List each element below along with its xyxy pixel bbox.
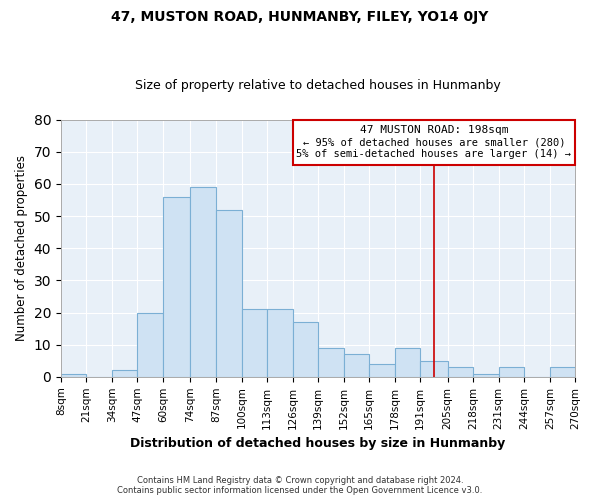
Bar — [293, 322, 318, 377]
Text: Contains HM Land Registry data © Crown copyright and database right 2024.
Contai: Contains HM Land Registry data © Crown c… — [118, 476, 482, 495]
Y-axis label: Number of detached properties: Number of detached properties — [15, 155, 28, 341]
Bar — [61, 374, 86, 377]
Bar — [112, 370, 137, 377]
Bar — [216, 210, 242, 377]
Bar — [420, 360, 448, 377]
Bar — [242, 310, 267, 377]
Title: Size of property relative to detached houses in Hunmanby: Size of property relative to detached ho… — [135, 79, 501, 92]
Bar — [499, 367, 524, 377]
Bar — [137, 312, 163, 377]
Bar — [550, 367, 575, 377]
Text: ← 95% of detached houses are smaller (280): ← 95% of detached houses are smaller (28… — [302, 137, 565, 147]
Text: 5% of semi-detached houses are larger (14) →: 5% of semi-detached houses are larger (1… — [296, 149, 571, 159]
Text: 47, MUSTON ROAD, HUNMANBY, FILEY, YO14 0JY: 47, MUSTON ROAD, HUNMANBY, FILEY, YO14 0… — [112, 10, 488, 24]
Bar — [473, 374, 499, 377]
Bar — [448, 367, 473, 377]
Bar — [267, 310, 293, 377]
Text: 47 MUSTON ROAD: 198sqm: 47 MUSTON ROAD: 198sqm — [359, 126, 508, 136]
Bar — [190, 187, 216, 377]
Bar — [163, 196, 190, 377]
X-axis label: Distribution of detached houses by size in Hunmanby: Distribution of detached houses by size … — [130, 437, 506, 450]
Bar — [344, 354, 369, 377]
Bar — [369, 364, 395, 377]
Bar — [318, 348, 344, 377]
Bar — [395, 348, 420, 377]
FancyBboxPatch shape — [293, 120, 575, 164]
